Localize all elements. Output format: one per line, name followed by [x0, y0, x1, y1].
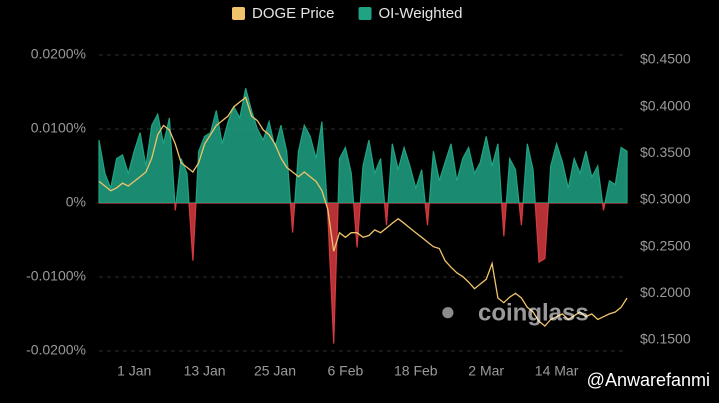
watermark-icon: ●	[440, 296, 456, 326]
price-line	[98, 96, 628, 327]
y2-tick-label: $0.3500	[640, 144, 691, 160]
y-tick-label: 0.0200%	[31, 46, 86, 62]
y2-tick-label: $0.4000	[640, 97, 691, 113]
y2-tick-label: $0.4500	[640, 51, 691, 67]
y-tick-label: 0%	[66, 194, 86, 210]
funding-area	[98, 88, 628, 344]
x-tick-label: 13 Jan	[184, 363, 226, 379]
credit: @Anwarefanmi	[587, 370, 710, 390]
y-tick-label: 0.0100%	[31, 120, 86, 136]
y2-tick-label: $0.3000	[640, 191, 691, 207]
y2-tick-label: $0.2000	[640, 284, 691, 300]
x-tick-label: 1 Jan	[117, 363, 151, 379]
x-tick-label: 2 Mar	[468, 363, 504, 379]
x-tick-label: 18 Feb	[394, 363, 438, 379]
x-tick-label: 14 Mar	[535, 363, 579, 379]
legend-swatch	[358, 7, 372, 20]
y2-tick-label: $0.2500	[640, 237, 691, 253]
y2-tick-label: $0.1500	[640, 331, 691, 347]
y-tick-label: -0.0200%	[26, 342, 86, 358]
legend-swatch	[232, 7, 245, 20]
legend-label: DOGE Price	[252, 5, 335, 22]
x-tick-label: 25 Jan	[254, 363, 296, 379]
x-tick-label: 6 Feb	[327, 363, 363, 379]
watermark: coinglass	[478, 299, 589, 326]
legend-label: OI-Weighted	[379, 5, 463, 22]
plot	[98, 88, 628, 344]
y-tick-label: -0.0100%	[26, 268, 86, 284]
